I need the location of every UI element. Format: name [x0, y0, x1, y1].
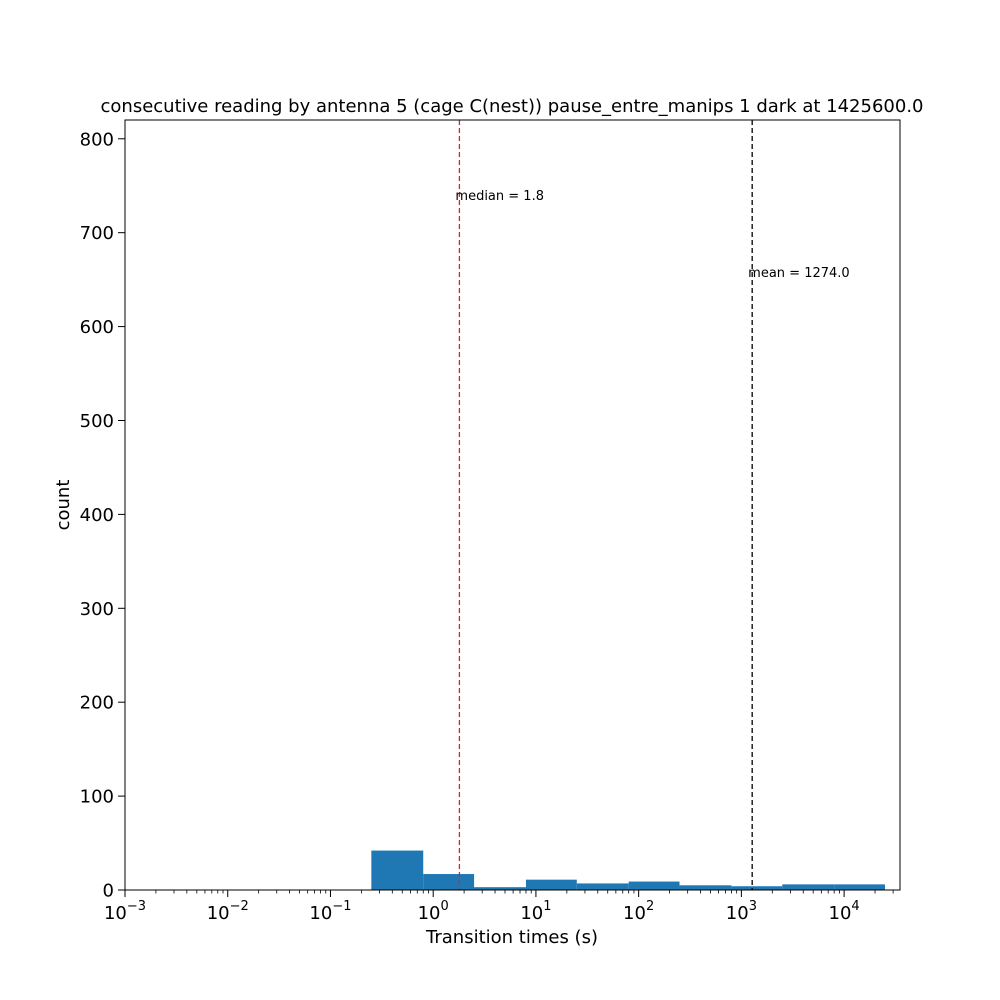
x-tick-label-2: 10−2 — [207, 899, 249, 924]
y-tick-label-1: 0 — [103, 881, 114, 902]
histogram-bars — [371, 850, 885, 890]
histogram-bar-6 — [628, 881, 680, 890]
x-tick-label-7: 103 — [726, 899, 757, 924]
histogram-bar-4 — [525, 879, 577, 890]
y-tick-label-5: 400 — [80, 505, 114, 526]
y-tick-label-2: 100 — [80, 787, 114, 808]
x-tick-label-6: 102 — [623, 899, 654, 924]
histogram-bar-10 — [834, 884, 885, 890]
y-tick-label-8: 700 — [80, 223, 114, 244]
x-tick-label-1: 10−3 — [104, 899, 146, 924]
reference-lines: median = 1.8 mean = 1274.0 — [455, 120, 850, 890]
y-tick-label-7: 600 — [80, 317, 114, 338]
mean-annotation: mean = 1274.0 — [748, 266, 850, 281]
x-axis-ticks: 10−3 10−2 10−1 100 101 102 103 104 — [104, 890, 894, 924]
y-tick-label-3: 200 — [80, 693, 114, 714]
plot-frame — [124, 119, 901, 891]
y-tick-label-6: 500 — [80, 411, 114, 432]
y-tick-label-4: 300 — [80, 599, 114, 620]
x-tick-label-3: 10−1 — [309, 899, 351, 924]
x-tick-label-5: 101 — [520, 899, 551, 924]
histogram-bar-2 — [423, 874, 475, 890]
histogram-bar-9 — [782, 884, 835, 890]
y-tick-label-9: 800 — [80, 129, 114, 150]
x-tick-label-8: 104 — [829, 899, 860, 924]
y-axis-label: count — [53, 480, 74, 531]
histogram-bar-1 — [371, 850, 424, 890]
histogram-bar-5 — [576, 883, 629, 890]
median-annotation: median = 1.8 — [455, 189, 544, 204]
histogram-bar-3 — [474, 887, 526, 890]
chart-title: consecutive reading by antenna 5 (cage C… — [101, 96, 924, 117]
x-axis-label: Transition times (s) — [425, 927, 598, 948]
histogram-bar-7 — [679, 885, 732, 890]
histogram-bar-8 — [731, 886, 783, 890]
y-axis-ticks: 0 100 200 300 400 500 600 700 800 — [80, 129, 125, 902]
x-tick-label-4: 100 — [418, 899, 449, 924]
